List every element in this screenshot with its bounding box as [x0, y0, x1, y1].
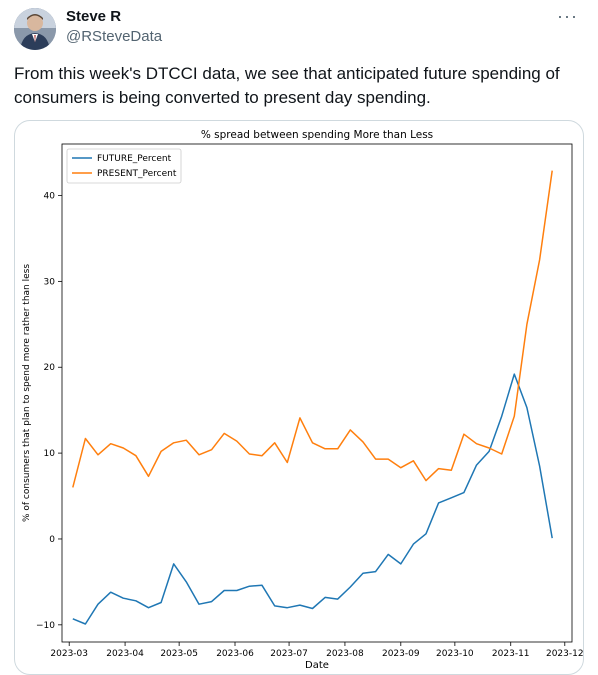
x-tick-label: 2023-07: [270, 649, 308, 659]
x-tick-label: 2023-05: [160, 649, 198, 659]
legend-label-present: PRESENT_Percent: [97, 169, 177, 179]
more-options-icon[interactable]: ···: [557, 6, 578, 26]
y-tick-label: 10: [44, 449, 56, 459]
legend: FUTURE_Percent PRESENT_Percent: [66, 148, 182, 184]
tweet-text: From this week's DTCCI data, we see that…: [14, 64, 560, 107]
avatar-image: [14, 8, 56, 50]
x-tick-label: 2023-08: [326, 649, 364, 659]
line-chart: % spread between spending More than Less…: [22, 129, 583, 671]
series-lines: [72, 170, 553, 625]
y-axis-label: % of consumers that plan to spend more r…: [22, 264, 32, 522]
series-line-present: [72, 170, 553, 488]
display-name[interactable]: Steve R: [66, 8, 122, 25]
y-tick-label: 40: [44, 192, 56, 202]
y-tick-label: −10: [36, 621, 55, 631]
y-tick-label: 0: [49, 535, 55, 545]
x-tick-label: 2023-10: [436, 649, 474, 659]
x-tick-label: 2023-09: [382, 649, 420, 659]
series-line-future: [72, 373, 553, 625]
tweet-media[interactable]: % spread between spending More than Less…: [14, 120, 584, 675]
chart-title: % spread between spending More than Less: [201, 129, 433, 141]
x-tick-label: 2023-12: [546, 649, 583, 659]
x-tick-label: 2023-04: [106, 649, 144, 659]
x-tick-label: 2023-06: [216, 649, 254, 659]
y-tick-label: 30: [44, 277, 56, 287]
x-tick-label: 2023-03: [50, 649, 88, 659]
y-tick-label: 20: [44, 363, 56, 373]
legend-box: [66, 148, 182, 184]
x-axis-label: Date: [305, 660, 329, 671]
avatar[interactable]: [14, 8, 56, 50]
user-handle[interactable]: @RSteveData: [66, 28, 163, 45]
x-tick-label: 2023-11: [492, 649, 530, 659]
legend-label-future: FUTURE_Percent: [97, 154, 172, 164]
plot-frame: [61, 143, 573, 643]
x-axis: 2023-03 2023-04 2023-05 2023-06 2023-07 2023-…: [50, 642, 583, 659]
y-axis: −10 0 10 20 30 40: [36, 192, 62, 631]
